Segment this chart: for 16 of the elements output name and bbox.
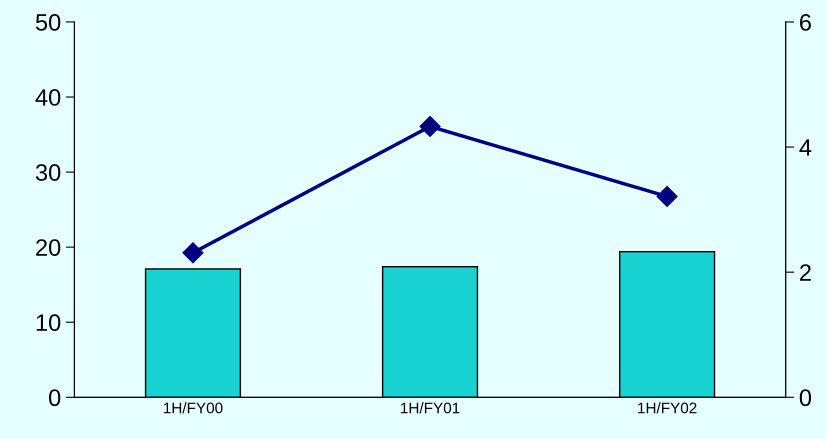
y-tick-label: 10 (36, 314, 60, 332)
x-tick-label: 1H/FY02 (638, 402, 696, 414)
point (420, 116, 441, 137)
point (656, 186, 678, 207)
x-tick-label: 1H/FY00 (164, 402, 223, 414)
y-tick-label: 40 (36, 89, 60, 106)
y-tick-label: 50 (36, 14, 60, 31)
y-tick-label: 30 (36, 164, 60, 181)
y2-tick-label: 6 (800, 14, 811, 31)
y-tick-label: 0 (49, 389, 60, 406)
x-tick-label: 1H/FY01 (401, 402, 460, 414)
y-tick-label: 20 (36, 239, 60, 256)
y2-tick-label: 2 (800, 264, 811, 281)
y2-tick-label: 4 (799, 139, 812, 156)
point (182, 242, 204, 264)
y2-tick-label: 0 (800, 389, 812, 406)
